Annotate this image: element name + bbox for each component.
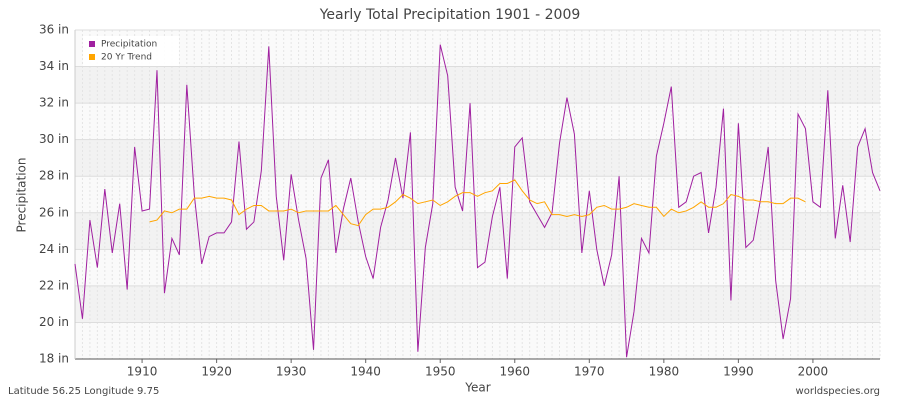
- y-tick-label: 18 in: [39, 352, 69, 366]
- x-tick-label: 1990: [723, 365, 754, 379]
- data-line: [74, 44, 881, 358]
- x-tick-label: 1910: [127, 365, 158, 379]
- x-tick-label: 1940: [350, 365, 381, 379]
- x-tick-label: 1960: [499, 365, 530, 379]
- legend-swatch: [89, 54, 95, 60]
- grid-band: [75, 103, 880, 140]
- legend-label: Precipitation: [101, 40, 157, 50]
- y-tick-label: 32 in: [39, 96, 69, 110]
- data-line: [149, 179, 806, 227]
- grid-band: [75, 66, 880, 104]
- legend-swatch: [89, 41, 95, 47]
- footer-left: Latitude 56.25 Longitude 9.75: [8, 386, 159, 397]
- y-tick-label: 28 in: [39, 169, 69, 183]
- x-tick-label: 2000: [798, 365, 829, 379]
- legend-box: [83, 36, 179, 66]
- y-tick-label: 24 in: [39, 242, 69, 256]
- y-tick-label: 26 in: [39, 205, 69, 219]
- x-tick-label: 1970: [574, 365, 605, 379]
- y-axis-label: Precipitation: [15, 157, 29, 232]
- footer-right: worldspecies.org: [796, 386, 880, 397]
- y-tick-label: 20 in: [39, 315, 69, 329]
- grid-band: [75, 322, 880, 359]
- x-tick-label: 1920: [201, 365, 232, 379]
- y-tick-label: 22 in: [39, 278, 69, 292]
- legend-label: 20 Yr Trend: [101, 53, 152, 63]
- x-tick-label: 1950: [425, 365, 456, 379]
- x-axis-label: Year: [464, 381, 490, 395]
- y-tick-label: 30 in: [39, 132, 69, 146]
- x-tick-label: 1980: [649, 365, 680, 379]
- x-tick-label: 1930: [276, 365, 307, 379]
- chart-title: Yearly Total Precipitation 1901 - 2009: [319, 7, 581, 23]
- y-tick-label: 34 in: [39, 59, 69, 73]
- y-tick-label: 36 in: [39, 23, 69, 37]
- legend: Precipitation 20 Yr Trend: [83, 36, 179, 66]
- grid-band: [75, 30, 880, 67]
